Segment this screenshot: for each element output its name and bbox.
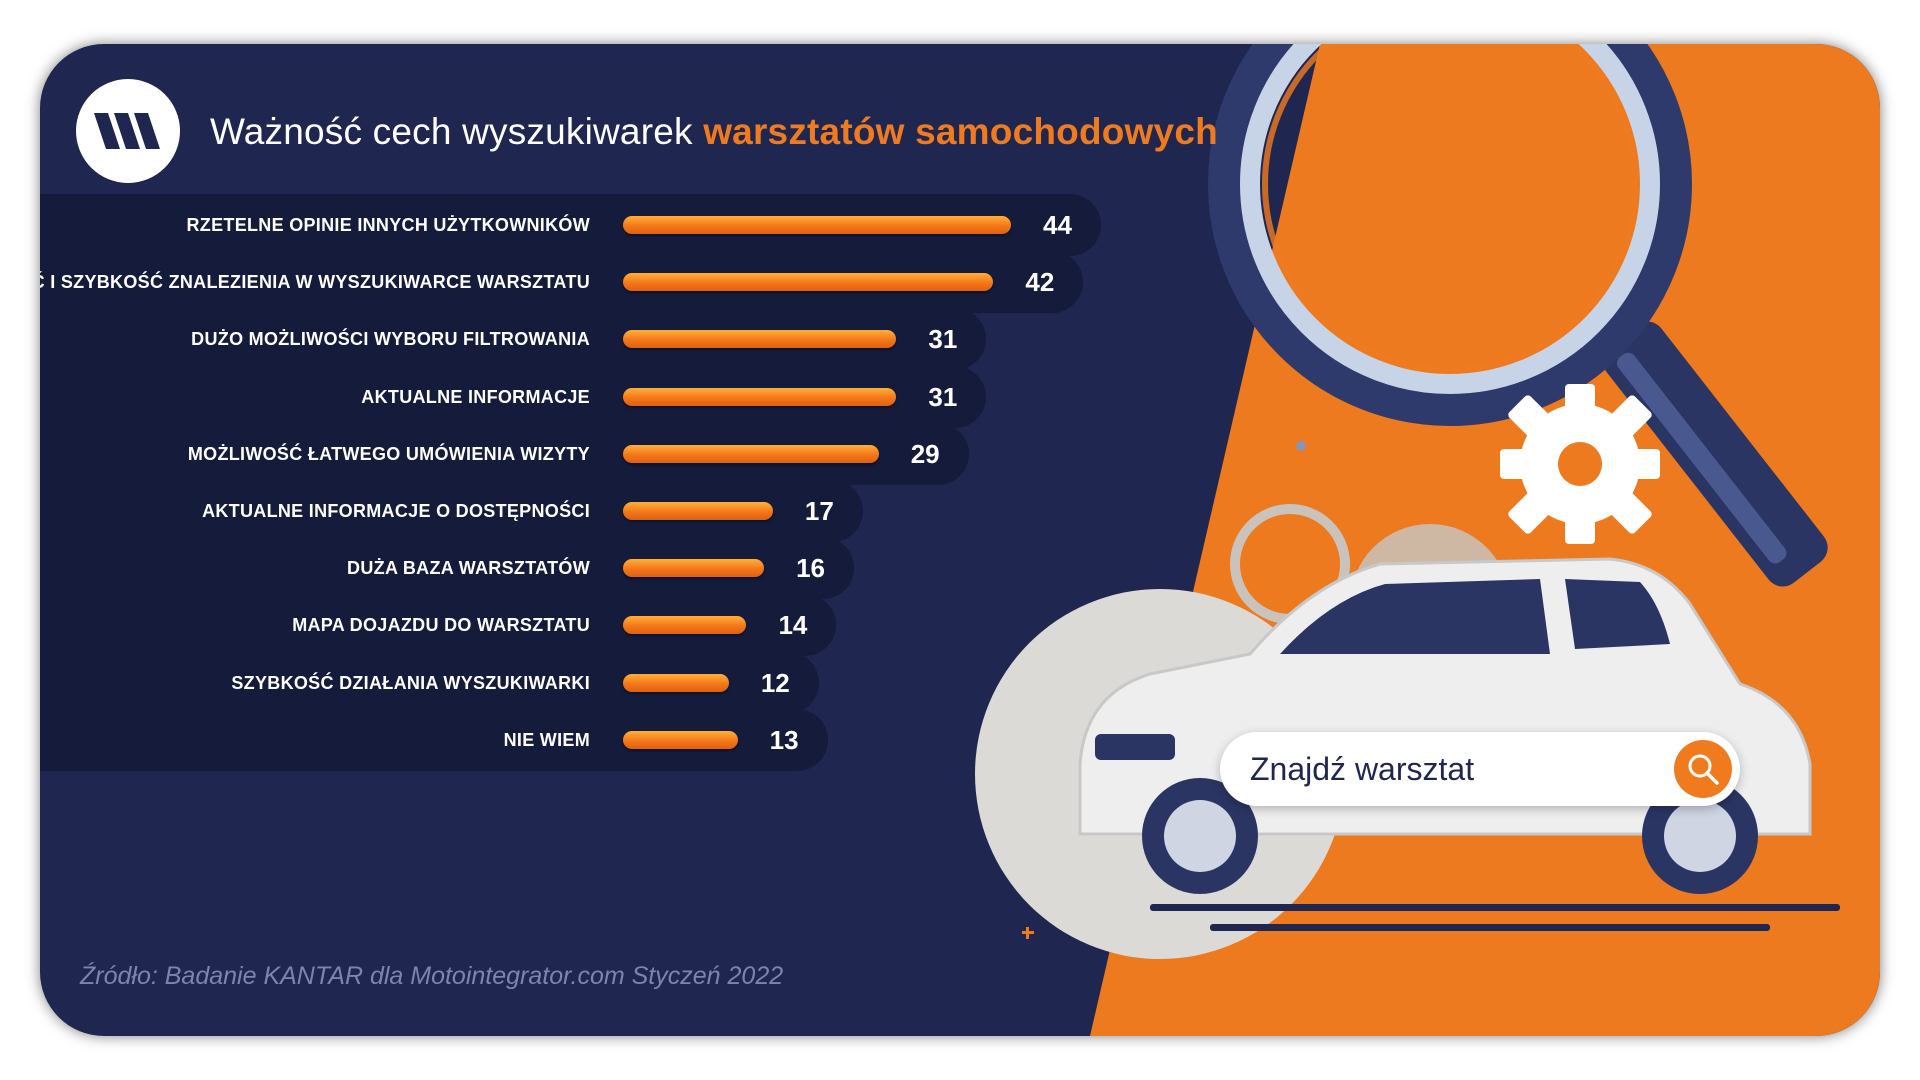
search-icon bbox=[1688, 754, 1719, 785]
search-box[interactable]: Znajdź warsztat bbox=[1220, 732, 1740, 806]
category-label: ŁATWOŚĆ I SZYBKOŚĆ ZNALEZIENIA W WYSZUKI… bbox=[40, 272, 590, 293]
brand-logo bbox=[76, 79, 180, 183]
value-label: 44 bbox=[1043, 210, 1072, 240]
bar bbox=[623, 502, 773, 520]
category-label: DUŻO MOŻLIWOŚCI WYBORU FILTROWANIA bbox=[191, 329, 590, 350]
dot-icon bbox=[1296, 441, 1306, 451]
car-magnifier-illustration bbox=[975, 44, 1840, 959]
page-title: Ważność cech wyszukiwarek warsztatów sam… bbox=[210, 111, 1218, 153]
category-label: RZETELNE OPINIE INNYCH UŻYTKOWNIKÓW bbox=[186, 215, 590, 235]
infographic-card: Znajdź warsztat Ważność cech wyszukiware… bbox=[40, 44, 1880, 1036]
bar bbox=[623, 730, 738, 749]
value-label: 17 bbox=[804, 496, 834, 526]
category-label: DUŻA BAZA WARSZTATÓW bbox=[347, 558, 590, 579]
magnifier-icon bbox=[1208, 44, 1828, 587]
search-button[interactable] bbox=[1674, 740, 1732, 798]
value-label: 29 bbox=[910, 438, 940, 469]
title-part-2: warsztatów samochodowych bbox=[703, 111, 1218, 152]
category-label: NIE WIEM bbox=[503, 729, 590, 750]
bar bbox=[623, 330, 897, 349]
value-label: 42 bbox=[1025, 267, 1055, 298]
category-label: MAPA DOJAZDU DO WARSZTATU bbox=[292, 615, 590, 636]
search-text: Znajdź warsztat bbox=[1250, 751, 1475, 787]
title-part-1: Ważność cech wyszukiwarek bbox=[210, 111, 693, 152]
value-label: 13 bbox=[769, 724, 799, 755]
category-label: MOŻLIWOŚĆ ŁATWEGO UMÓWIENIA WIZYTY bbox=[187, 443, 590, 464]
category-label: AKTUALNE INFORMACJE O DOSTĘPNOŚCI bbox=[202, 501, 590, 521]
category-label: AKTUALNE INFORMACJE bbox=[361, 386, 590, 407]
brand-logo-icon bbox=[94, 113, 160, 149]
bar bbox=[623, 444, 879, 463]
bar bbox=[623, 616, 747, 635]
value-label: 12 bbox=[760, 667, 790, 698]
bar bbox=[623, 559, 765, 578]
gear-icon bbox=[1500, 384, 1660, 544]
bar bbox=[623, 273, 994, 292]
value-label: 14 bbox=[778, 610, 808, 641]
source-note: Źródło: Badanie KANTAR dla Motointegrato… bbox=[80, 962, 784, 990]
value-label: 31 bbox=[928, 324, 958, 355]
category-label: SZYBKOŚĆ DZIAŁANIA WYSZUKIWARKI bbox=[231, 672, 590, 693]
value-label: 16 bbox=[796, 553, 825, 584]
value-label: 31 bbox=[928, 381, 958, 412]
sparkle-icon bbox=[1022, 463, 1424, 939]
bar bbox=[623, 673, 729, 692]
bar bbox=[623, 387, 897, 406]
bar bbox=[623, 216, 1011, 234]
